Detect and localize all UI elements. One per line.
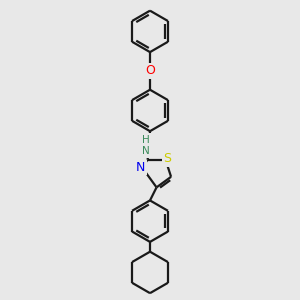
Text: H
N: H N <box>142 135 149 156</box>
Text: S: S <box>163 152 171 165</box>
Text: N: N <box>136 161 146 174</box>
Text: O: O <box>145 64 155 77</box>
